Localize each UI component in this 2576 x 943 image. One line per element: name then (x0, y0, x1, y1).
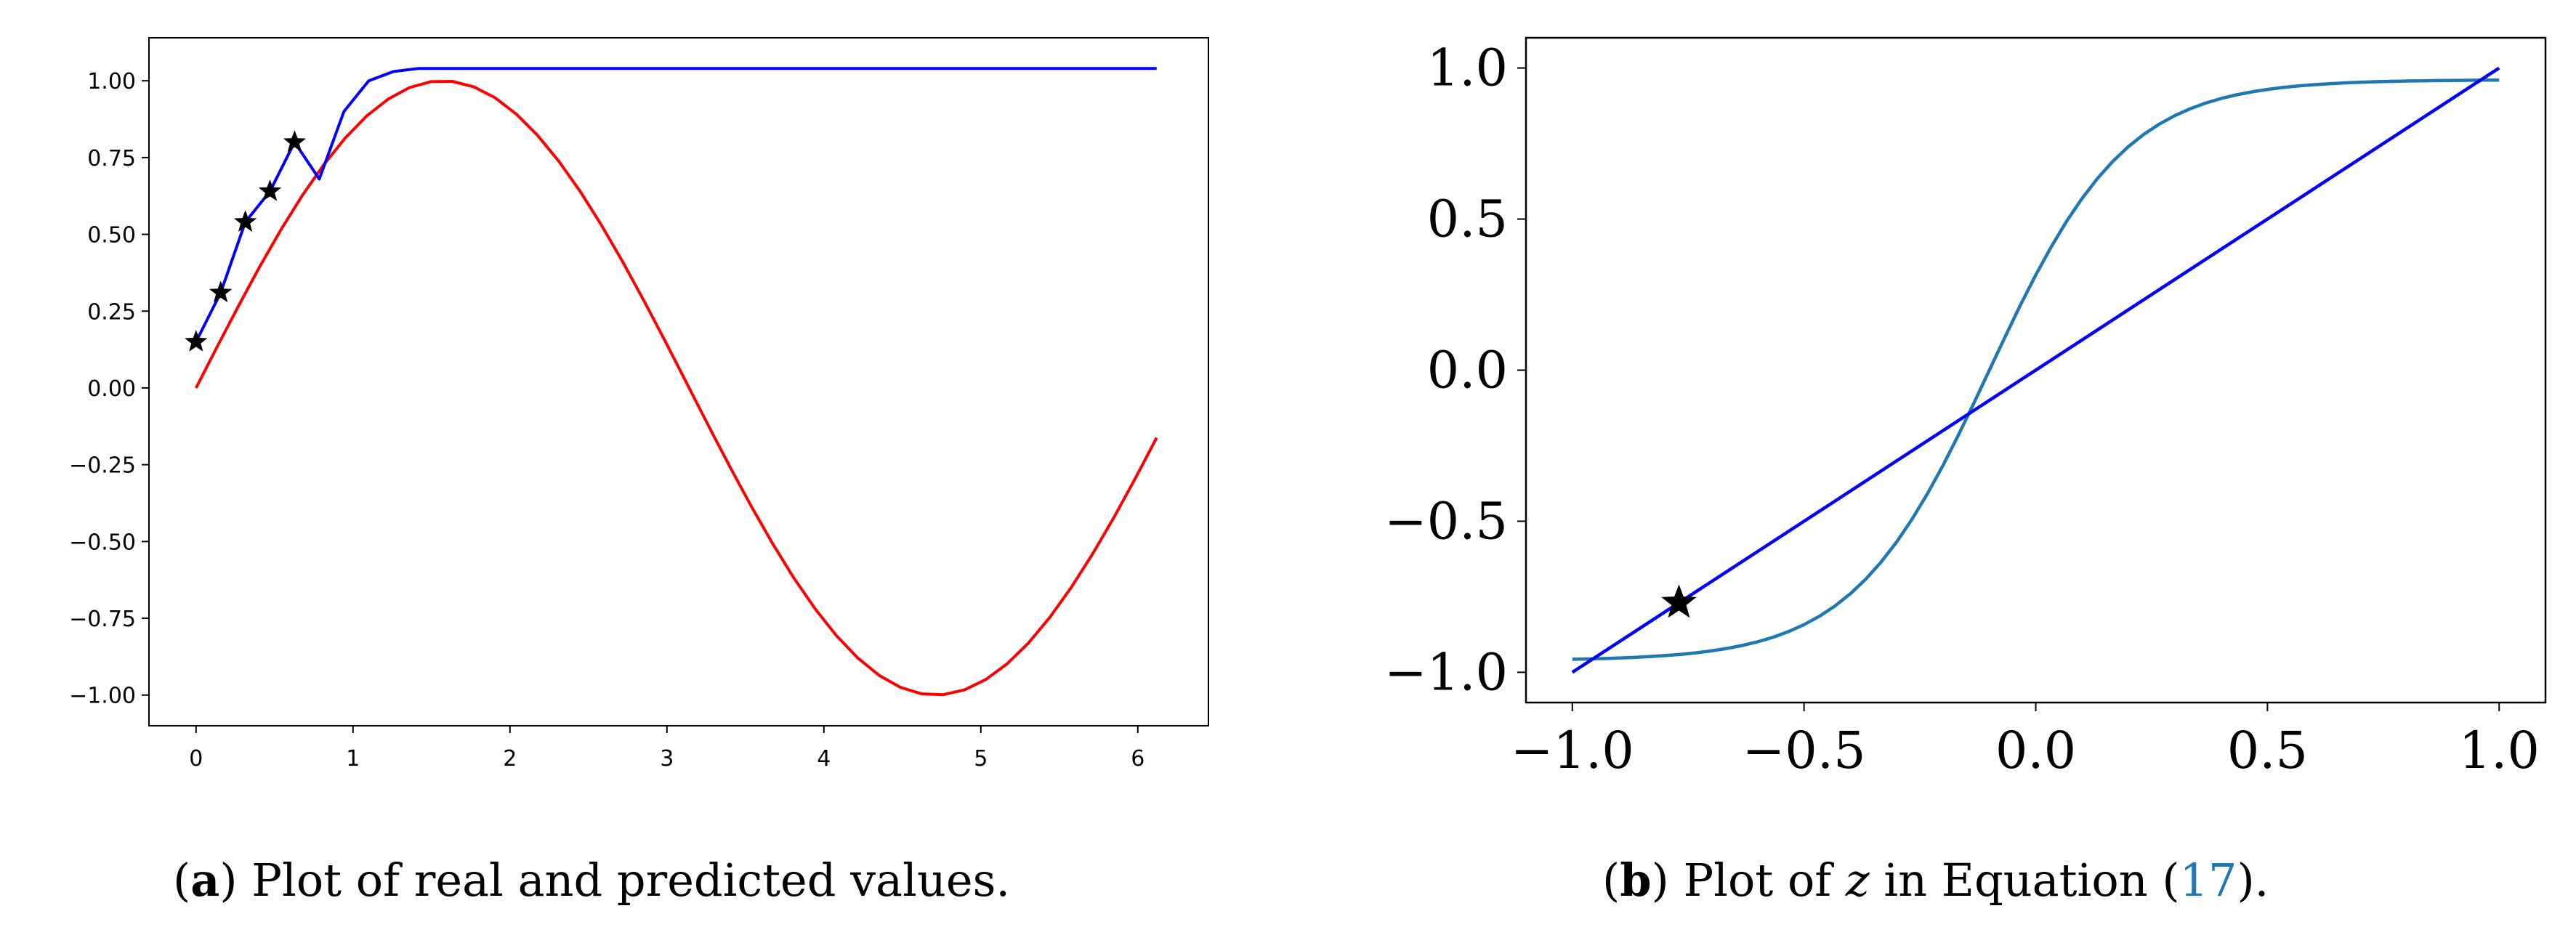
a-series-real (195, 80, 1158, 697)
caption-b-label: b (1620, 854, 1652, 907)
caption-a-label: a (190, 854, 220, 907)
b-y-tick-label-1: 0.5 (1427, 190, 1508, 249)
caption-b-variable: z (1845, 854, 1870, 907)
a-x-tick-label-2: 2 (503, 746, 517, 772)
chart-a-plot-frame (148, 37, 1209, 727)
a-y-tick-label-1: 0.75 (87, 146, 136, 171)
b-x-tick-label-4: 1.0 (2459, 721, 2540, 780)
caption-b-text-before: ) Plot of (1651, 854, 1846, 907)
a-x-tick-label-6: 6 (1131, 746, 1144, 772)
caption-a-open: ( (173, 854, 191, 907)
a-y-tick-label-6: −0.50 (69, 530, 136, 555)
b-x-tick-label-0: −1.0 (1511, 721, 1634, 780)
caption-a: (a) Plot of real and predicted values. (173, 854, 1010, 907)
a-series-predicted (195, 67, 1157, 343)
a-y-tick-label-0: 1.00 (87, 69, 136, 94)
a-y-tick-label-5: −0.25 (69, 453, 136, 479)
a-y-tick-label-2: 0.50 (87, 223, 136, 248)
caption-b: (b) Plot of z in Equation (17). (1602, 854, 2269, 907)
chart-b: −1.0 −0.5 0.0 0.5 1.0 1.0 0.5 0.0 −0.5 −1.0 (1384, 36, 2547, 780)
a-star-marker-4 (258, 179, 282, 201)
b-series-identity (1571, 66, 2500, 674)
caption-b-equation-link[interactable]: 17 (2179, 854, 2237, 907)
b-series-z-curve (1572, 78, 2500, 661)
caption-a-text: ) Plot of real and predicted values. (219, 854, 1011, 907)
a-y-tick-label-7: −0.75 (69, 607, 136, 632)
caption-b-open: ( (1602, 854, 1620, 907)
a-x-tick-label-1: 1 (346, 746, 360, 772)
b-x-tick-label-1: −0.5 (1743, 721, 1866, 780)
chart-a-series-layer (185, 67, 1158, 697)
b-y-tick-label-2: 0.0 (1427, 341, 1508, 400)
a-y-tick-label-8: −1.00 (69, 684, 136, 709)
a-star-marker-5 (283, 130, 307, 153)
chart-a-axes: 0 1 2 3 4 5 6 1.00 0.75 0.50 0.25 0.00 −0.25 −0.50 −0.… (69, 69, 1144, 772)
b-x-tick-label-2: 0.0 (1995, 721, 2076, 780)
b-star-marker-1 (1661, 584, 1697, 618)
a-x-tick-label-5: 5 (974, 746, 988, 772)
a-star-marker-2 (209, 280, 233, 303)
a-y-tick-label-4: 0.00 (87, 376, 136, 402)
a-y-tick-label-3: 0.25 (87, 299, 136, 325)
chart-b-axes: −1.0 −0.5 0.0 0.5 1.0 1.0 0.5 0.0 −0.5 −1.0 (1384, 39, 2540, 780)
a-x-tick-label-4: 4 (817, 746, 831, 772)
b-y-tick-label-4: −1.0 (1384, 642, 1508, 702)
b-x-tick-label-3: 0.5 (2227, 721, 2308, 780)
chart-b-series-layer (1571, 66, 2500, 674)
b-y-tick-label-3: −0.5 (1384, 491, 1508, 551)
a-star-marker-1 (185, 330, 208, 352)
caption-b-text-middle: in Equation ( (1869, 854, 2180, 907)
caption-b-text-after: ). (2237, 854, 2269, 907)
a-star-marker-3 (234, 210, 257, 232)
a-x-tick-label-0: 0 (189, 746, 203, 772)
a-x-tick-label-3: 3 (660, 746, 674, 772)
chart-a: 0 1 2 3 4 5 6 1.00 0.75 0.50 0.25 0.00 −0.25 −0.50 −0.… (69, 37, 1209, 772)
b-y-tick-label-0: 1.0 (1427, 39, 1508, 98)
